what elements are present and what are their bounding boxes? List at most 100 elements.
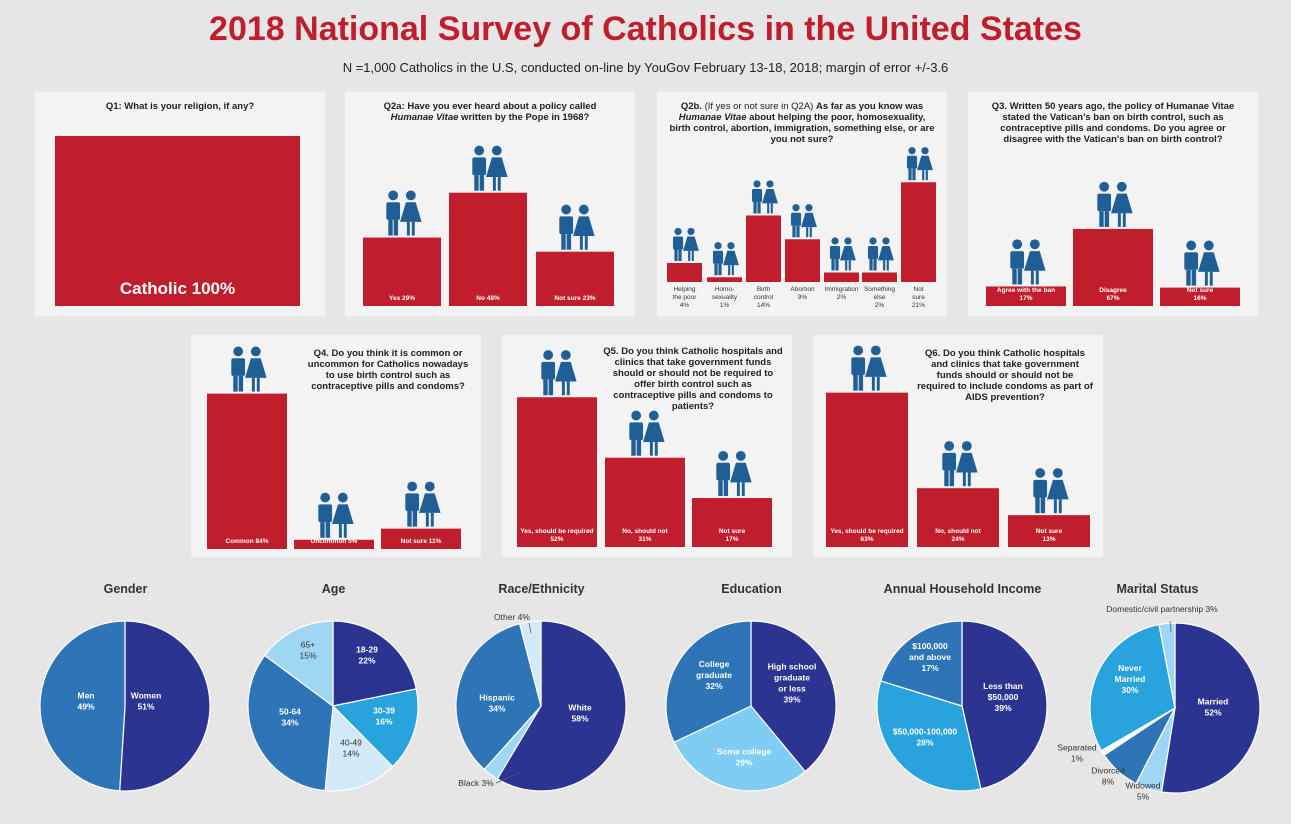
q4-bar-3-man-icon — [405, 481, 420, 527]
income-slice-3 — [880, 620, 963, 707]
q2a-bar-3-woman-icon — [573, 204, 595, 250]
q2a-question-tail: written by the Pope in 1968? — [458, 112, 590, 123]
q2a-bar-label-2: No 48% — [476, 295, 500, 302]
q3-bar-2-man-icon — [1097, 181, 1112, 227]
q4-bar-1-woman-icon — [245, 346, 267, 392]
q2b-bar-label-5: 2% — [837, 294, 847, 301]
q5-bar-2 — [605, 457, 685, 547]
income-pie: Annual Household Income Less than $50,000… — [855, 578, 1070, 824]
q2b-bar-label-6: 2% — [875, 302, 885, 309]
q5-bar-label-1: 52% — [550, 536, 563, 543]
race-slice-4 — [518, 620, 542, 707]
q3-bar-1 — [986, 286, 1066, 306]
age-slice-4 — [247, 654, 334, 792]
q2b-bar-1-man-icon — [672, 227, 684, 261]
age-slice-label-5: 65+ — [301, 640, 315, 650]
q2b-bar-6-woman-icon — [878, 237, 894, 271]
q6-bar-label-1: Yes, should be required — [830, 528, 903, 535]
education-slice-1 — [750, 620, 837, 773]
income-slice-1 — [961, 620, 1048, 790]
q2b-rest: about helping the poor, homosexuality, b… — [669, 112, 935, 145]
q6-question: Q6. Do you think Catholic hospitals and … — [917, 348, 1093, 403]
race-leader-line-2 — [528, 622, 532, 634]
income-slice-label-1: $50,000 — [988, 692, 1019, 702]
q2a-bar-2-man-icon — [472, 145, 487, 191]
q2b-bar-label-1: 4% — [680, 302, 690, 309]
q2b-bar-1 — [667, 263, 702, 282]
marital-leader-line-2 — [1169, 620, 1172, 633]
infographic-subtitle: N =1,000 Catholics in the U.S, conducted… — [342, 60, 949, 75]
q2b-paren: (If yes or not sure in Q2A) — [701, 101, 816, 112]
q6-bar-2-man-icon — [942, 441, 957, 487]
income-slice-label-1: 39% — [994, 703, 1011, 713]
age-slice-label-1: 22% — [358, 656, 375, 666]
q1-panel: Q1: What is your religion, if any? Catho… — [35, 92, 325, 316]
q2b-bar-label-4: 9% — [798, 294, 808, 301]
q3-bar-label-1: Agree with the ban — [997, 287, 1055, 294]
q2b-bar-1-woman-icon — [683, 227, 699, 261]
q3-bar-label-2: Disagree — [1099, 287, 1127, 294]
q5-bar-2-man-icon — [629, 410, 644, 456]
q4-bar-3 — [381, 528, 461, 549]
q2a-bar-label-3: Not sure 23% — [554, 295, 595, 302]
q5-panel: Q5. Do you think Catholic hospitals and … — [502, 335, 792, 557]
education-slice-label-3: 32% — [705, 681, 722, 691]
q2b-bar-2 — [707, 277, 742, 282]
q2b-bar-7-man-icon — [906, 147, 918, 181]
age-pie: Age 18-29 22% 30-39 16% 40-49 14% 50-64 34% 65+ 1… — [226, 578, 441, 824]
q3-panel: Q3. Written 50 years ago, the policy of … — [968, 92, 1258, 316]
q2b-italic: Humanae Vitae — [678, 112, 747, 123]
q2a-question: Q2a: Have you ever heard about a policy … — [365, 101, 615, 123]
age-slice-1 — [332, 620, 417, 707]
age-slice-label-3: 14% — [342, 749, 359, 759]
q2a-bar-1-woman-icon — [400, 190, 422, 236]
q2a-bar-2-woman-icon — [486, 145, 508, 191]
marital-slice-label-1: Married — [1198, 697, 1229, 707]
education-slice-label-1: High school — [768, 662, 817, 672]
gender-slice-label-2: Men — [78, 691, 95, 701]
race-slice-1 — [496, 620, 627, 792]
q2a-bar-2 — [449, 192, 527, 306]
q2b-bar-label-6: else — [874, 294, 886, 301]
q2b-bar-5-man-icon — [829, 237, 841, 271]
q4-panel: Q4. Do you think it is common or uncommo… — [191, 335, 481, 557]
q2b-bar-7-woman-icon — [917, 147, 933, 181]
education-slice-3 — [665, 620, 752, 743]
q6-bar-1-man-icon — [851, 345, 866, 391]
race-slice-label-1: White — [568, 703, 591, 713]
gender-slice-2 — [39, 620, 126, 792]
q4-bar-2-man-icon — [318, 492, 333, 538]
q2b-was: was — [905, 101, 924, 112]
age-title: Age — [321, 582, 346, 596]
q3-bar-1-man-icon — [1010, 239, 1025, 285]
gender-pie: Gender Women 51% Men 49% — [18, 578, 233, 824]
q2b-bar-label-7: sure — [912, 294, 925, 301]
age-slice-2 — [331, 688, 419, 768]
education-slice-label-3: College — [699, 659, 730, 669]
q5-bar-1 — [517, 397, 597, 547]
q2a-question-italic: Humanae Vitae — [390, 112, 459, 123]
gender-slice-label-1: Women — [131, 691, 162, 701]
gender-slice-1 — [119, 620, 211, 792]
q5-bar-1-man-icon — [541, 350, 556, 396]
income-slice-label-1: Less than — [983, 681, 1023, 691]
q5-bar-1-woman-icon — [555, 350, 577, 396]
q4-bar-1 — [207, 393, 287, 549]
marital-leader-line-1 — [1134, 755, 1139, 764]
marital-slice-5 — [1089, 623, 1176, 752]
q6-panel: Q6. Do you think Catholic hospitals and … — [813, 335, 1103, 557]
q2b-question: Q2b. (If yes or not sure in Q2A) As far … — [669, 101, 935, 145]
education-slice-label-3: graduate — [696, 670, 732, 680]
race-slice-label-3: Hispanic — [479, 693, 515, 703]
education-pie: Education High school graduate or less 39% S… — [644, 578, 859, 824]
q2b-bar-label-2: sexuality — [712, 294, 738, 301]
q6-bar-label-2: 24% — [951, 536, 964, 543]
q2b-bar-3 — [746, 215, 781, 282]
q4-bar-chart: Common 84% Uncommon 5% Not sure 11% — [207, 346, 461, 549]
marital-slice-6 — [1158, 622, 1176, 709]
marital-slice-label-6: Domestic/civil partnership 3% — [1106, 604, 1218, 614]
marital-slice-label-4: Separated — [1057, 743, 1096, 753]
race-slice-label-3: 34% — [488, 704, 505, 714]
income-title: Annual Household Income — [883, 582, 1042, 596]
